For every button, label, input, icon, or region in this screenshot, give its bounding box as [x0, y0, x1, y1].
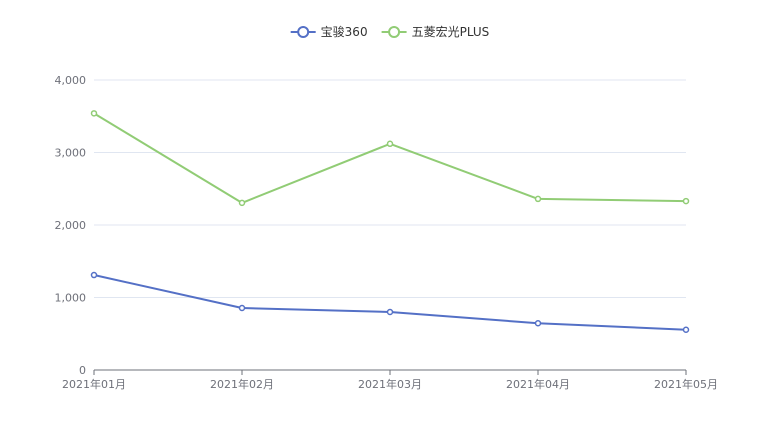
x-tick-label: 2021年02月: [210, 377, 274, 391]
x-tick-label: 2021年01月: [62, 377, 126, 391]
data-point[interactable]: [238, 304, 246, 312]
data-point[interactable]: [534, 319, 542, 327]
y-tick-label: 4,000: [55, 74, 87, 87]
data-point[interactable]: [90, 110, 98, 117]
legend-item-1[interactable]: 五菱宏光PLUS: [381, 24, 490, 39]
series-line-0: [93, 274, 687, 331]
y-tick-label: 3,000: [55, 147, 87, 160]
data-point[interactable]: [682, 197, 690, 205]
data-point[interactable]: [534, 195, 542, 203]
legend-circle-icon: [388, 26, 401, 38]
y-tick-label: 1,000: [55, 292, 87, 305]
series-layer: [90, 110, 690, 334]
x-tick-label: 2021年04月: [506, 377, 570, 391]
data-point[interactable]: [238, 199, 246, 207]
axes: 0 1,000 2,000 3,000 4,000 2021年01月 2021年02月 202…: [55, 74, 719, 391]
y-tick-label: 0: [79, 364, 86, 377]
data-point[interactable]: [386, 140, 394, 148]
x-tick-label: 2021年03月: [358, 377, 422, 391]
legend[interactable]: 宝骏360 五菱宏光PLUS: [290, 24, 490, 39]
x-tick-label: 2021年05月: [654, 377, 718, 391]
series-line-1: [93, 112, 687, 204]
y-tick-label: 2,000: [55, 219, 87, 232]
legend-circle-icon: [297, 26, 310, 38]
grid: [94, 79, 686, 298]
legend-label: 宝骏360: [321, 25, 368, 39]
data-point[interactable]: [90, 271, 98, 279]
data-point[interactable]: [386, 308, 394, 316]
legend-label: 五菱宏光PLUS: [412, 24, 490, 39]
legend-item-0[interactable]: 宝骏360: [290, 25, 368, 39]
data-point[interactable]: [682, 326, 690, 334]
